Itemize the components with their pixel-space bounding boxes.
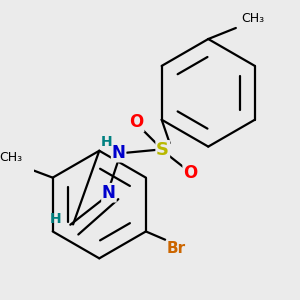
Text: Br: Br	[167, 241, 186, 256]
Text: H: H	[100, 135, 112, 148]
Text: H: H	[49, 212, 61, 226]
Text: CH₃: CH₃	[242, 12, 265, 25]
Text: O: O	[183, 164, 197, 182]
Text: N: N	[102, 184, 116, 202]
Text: S: S	[156, 141, 169, 159]
Text: CH₃: CH₃	[0, 151, 22, 164]
Text: O: O	[129, 113, 144, 131]
Text: N: N	[112, 144, 125, 162]
